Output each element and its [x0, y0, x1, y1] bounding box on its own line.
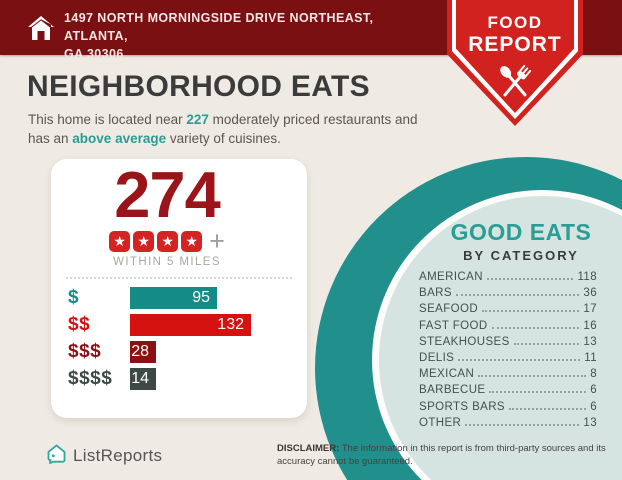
- star-icon: ★: [109, 230, 131, 252]
- dotted-leader: [455, 294, 580, 297]
- category-list: AMERICAN 118 BARS 36 SEAFOOD 17 FAST FOOD 16 STE…: [419, 271, 597, 433]
- address-banner: 1497 NORTH MORNINGSIDE DRIVE NORTHEAST, …: [0, 0, 622, 61]
- dotted-leader: [486, 278, 574, 280]
- category-row: SEAFOOD 17: [419, 303, 597, 319]
- category-row: AMERICAN 118: [419, 271, 597, 287]
- star-icon: ★: [157, 230, 179, 252]
- category-value: 6: [590, 384, 597, 397]
- food-report-badge: FOOD REPORT: [447, 0, 583, 126]
- restaurant-count: 227: [186, 112, 209, 127]
- price-bar-row: $95: [68, 287, 307, 309]
- price-tier-bar-chart: $95 $$ 132 $$$ 28 $$$$ 14: [68, 287, 307, 390]
- variety-highlight: above average: [72, 131, 167, 147]
- good-eats-heading: GOOD EATS BY CATEGORY: [415, 219, 622, 263]
- category-value: 13: [583, 416, 597, 429]
- radius-label: WITHIN 5 MILES: [113, 256, 221, 268]
- category-label: SEAFOOD: [419, 303, 479, 316]
- category-row: STEAKHOUSES 13: [419, 336, 597, 352]
- category-value: 36: [583, 287, 597, 300]
- plus-sign: +: [209, 226, 225, 256]
- category-label: FAST FOOD: [419, 319, 488, 332]
- category-label: OTHER: [419, 416, 462, 429]
- crossed-utensils-icon: [490, 62, 540, 111]
- category-label: DELIS: [419, 351, 455, 364]
- dotted-leader: [491, 326, 580, 329]
- price-tier-bar: 28: [130, 341, 156, 363]
- disclaimer-text: DISCLAIMER: The information in this repo…: [277, 443, 606, 467]
- category-row: OTHER 13: [419, 417, 597, 433]
- price-tier-bar: 14: [130, 368, 156, 390]
- price-tier-bar: 95: [130, 287, 217, 309]
- category-value: 11: [584, 351, 597, 364]
- category-label: BARBECUE: [419, 384, 486, 397]
- price-bar-row: $$ 132: [68, 314, 307, 336]
- category-row: SPORTS BARS 6: [419, 401, 597, 417]
- star-icon: ★: [181, 230, 203, 252]
- price-tier-bar: 132: [130, 314, 251, 336]
- category-value: 13: [583, 335, 597, 348]
- dotted-leader: [489, 391, 587, 394]
- intro-text: This home is located near 227 moderately…: [28, 112, 418, 147]
- category-label: STEAKHOUSES: [419, 335, 510, 348]
- category-label: AMERICAN: [419, 271, 483, 283]
- property-address: 1497 NORTH MORNINGSIDE DRIVE NORTHEAST, …: [64, 11, 374, 62]
- price-tier-label: $$: [68, 314, 91, 335]
- dotted-leader: [513, 342, 580, 345]
- dashed-divider: [66, 277, 292, 279]
- price-tier-label: $: [68, 287, 80, 308]
- price-tier-label: $$$: [68, 341, 102, 362]
- listreports-brand: ListReports: [46, 443, 162, 469]
- dotted-leader: [482, 310, 580, 313]
- listreports-house-icon: [46, 443, 67, 469]
- star-icon: ★: [133, 230, 155, 252]
- badge-title: FOOD REPORT: [468, 13, 562, 56]
- category-row: BARS 36: [419, 287, 597, 303]
- category-row: BARBECUE 6: [419, 384, 597, 400]
- category-value: 16: [583, 319, 597, 332]
- dotted-leader: [465, 423, 580, 426]
- price-bar-row: $$$$ 14: [68, 368, 307, 390]
- good-eats-subtitle: BY CATEGORY: [463, 248, 579, 263]
- rating-stars: ★ ★ ★ ★ +: [53, 226, 281, 256]
- category-row: MEXICAN 8: [419, 368, 597, 384]
- page-title: NEIGHBORHOOD EATS: [27, 70, 370, 103]
- category-label: SPORTS BARS: [419, 400, 505, 413]
- category-value: 17: [583, 303, 597, 316]
- category-value: 118: [577, 271, 597, 283]
- price-tier-label: $$$$: [68, 368, 113, 389]
- brand-name: ListReports: [73, 446, 163, 465]
- total-restaurant-count: 274: [114, 158, 220, 231]
- dotted-leader: [509, 407, 587, 410]
- category-value: 6: [590, 400, 597, 413]
- price-bar-row: $$$ 28: [68, 341, 307, 363]
- category-label: MEXICAN: [419, 368, 475, 381]
- restaurant-summary-card: 274 ★ ★ ★ ★ + WITHIN 5 MILES $95 $$ 132 $$$ 28 $…: [51, 159, 307, 418]
- home-icon: [26, 13, 56, 48]
- good-eats-title: GOOD EATS: [450, 219, 592, 245]
- dotted-leader: [458, 358, 581, 361]
- category-label: BARS: [419, 287, 452, 300]
- category-value: 8: [590, 368, 597, 381]
- category-row: FAST FOOD 16: [419, 320, 597, 336]
- dotted-leader: [478, 375, 587, 378]
- category-row: DELIS 11: [419, 352, 597, 368]
